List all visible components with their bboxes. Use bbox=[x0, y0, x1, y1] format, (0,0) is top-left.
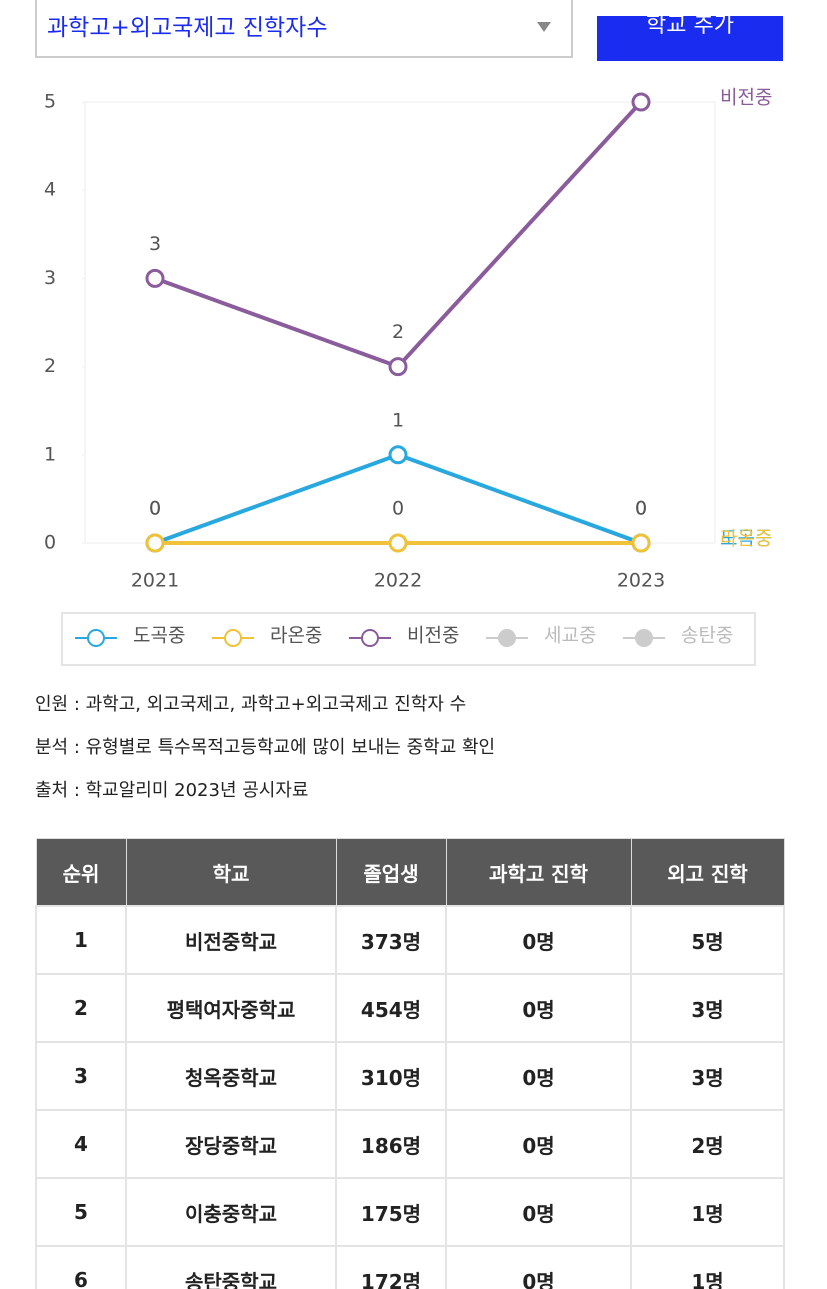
table-cell: 0명 bbox=[445, 1177, 632, 1247]
table-row: 2 평택여자중학교 454명 0명 3명 bbox=[35, 973, 785, 1043]
y-tick-label: 2 bbox=[44, 355, 56, 377]
table-cell: 3명 bbox=[630, 1041, 785, 1111]
data-point bbox=[631, 92, 651, 112]
table-cell: 0명 bbox=[445, 1041, 632, 1111]
table-cell: 5 bbox=[35, 1177, 127, 1247]
series-end-label: 도곡중 bbox=[720, 528, 772, 550]
legend-item[interactable]: 비전중 bbox=[349, 625, 459, 647]
button-text: 학교 추가 bbox=[646, 16, 734, 38]
legend-marker bbox=[361, 629, 379, 647]
x-tick-label: 2022 bbox=[374, 570, 422, 592]
data-point bbox=[631, 533, 651, 553]
legend-label: 세교중 bbox=[544, 625, 596, 647]
table-cell: 이충중학교 bbox=[125, 1177, 337, 1247]
dropdown[interactable]: 과학고+외고국제고 진학자수 bbox=[35, 0, 573, 58]
table-cell: 0명 bbox=[445, 1245, 632, 1289]
legend-label: 라온중 bbox=[270, 625, 322, 647]
table-row: 6 송탄중학교 172명 0명 1명 bbox=[35, 1245, 785, 1289]
legend-marker bbox=[87, 629, 105, 647]
data-label: 3 bbox=[149, 233, 161, 255]
table-cell: 청옥중학교 bbox=[125, 1041, 337, 1111]
note: 분석 : 유형별로 특수목적고등학교에 많이 보내는 중학교 확인 bbox=[35, 737, 496, 758]
data-point bbox=[388, 445, 408, 465]
header-cell: 순위 bbox=[35, 838, 127, 907]
note: 인원 : 과학고, 외고국제고, 과학고+외고국제고 진학자 수 bbox=[35, 694, 467, 715]
table-cell: 373명 bbox=[335, 905, 447, 975]
x-tick-label: 2021 bbox=[131, 570, 179, 592]
table-cell: 175명 bbox=[335, 1177, 447, 1247]
header-cell: 학교 bbox=[125, 838, 337, 907]
y-tick-label: 1 bbox=[44, 443, 56, 465]
table-cell: 1명 bbox=[630, 1245, 785, 1289]
data-label: 0 bbox=[635, 498, 647, 520]
y-tick-label: 0 bbox=[44, 532, 56, 554]
table-row: 1 비전중학교 373명 0명 5명 bbox=[35, 905, 785, 975]
table-header: 순위 학교 졸업생 과학고 진학 외고 진학 bbox=[35, 838, 785, 907]
table-cell: 172명 bbox=[335, 1245, 447, 1289]
legend-marker bbox=[635, 629, 653, 647]
legend-label: 도곡중 bbox=[133, 625, 185, 647]
data-point bbox=[145, 268, 165, 288]
legend-label: 송탄중 bbox=[681, 625, 733, 647]
table-row: 5 이충중학교 175명 0명 1명 bbox=[35, 1177, 785, 1247]
y-tick-label: 4 bbox=[44, 179, 56, 201]
data-label: 0 bbox=[392, 498, 404, 520]
dropdown-text: 과학고+외고국제고 진학자수 bbox=[47, 15, 328, 41]
data-point bbox=[145, 533, 165, 553]
table-cell: 평택여자중학교 bbox=[125, 973, 337, 1043]
data-label: 2 bbox=[392, 321, 404, 343]
header-cell: 외고 진학 bbox=[630, 838, 785, 907]
add-school-button[interactable]: 학교 추가 bbox=[597, 16, 783, 61]
legend-item[interactable]: 라온중 bbox=[212, 625, 322, 647]
series-end-label: 라온중 bbox=[720, 528, 772, 550]
table-row: 4 장당중학교 186명 0명 2명 bbox=[35, 1109, 785, 1179]
table-cell: 186명 bbox=[335, 1109, 447, 1179]
y-tick-label: 3 bbox=[44, 267, 56, 289]
table-cell: 5명 bbox=[630, 905, 785, 975]
table-cell: 2명 bbox=[630, 1109, 785, 1179]
table: 순위 학교 졸업생 과학고 진학 외고 진학 1 비전중학교 373명 0명 5명 2 평택여자중학… bbox=[35, 838, 785, 1289]
note: 출처 : 학교알리미 2023년 공시자료 bbox=[35, 780, 309, 801]
table-row: 3 청옥중학교 310명 0명 3명 bbox=[35, 1041, 785, 1111]
table-cell: 310명 bbox=[335, 1041, 447, 1111]
data-label: 0 bbox=[635, 498, 647, 520]
header-cell: 졸업생 bbox=[335, 838, 447, 907]
header-cell: 과학고 진학 bbox=[445, 838, 632, 907]
data-point bbox=[388, 357, 408, 377]
dropdown-arrow bbox=[537, 22, 551, 32]
table-cell: 1명 bbox=[630, 1177, 785, 1247]
legend-item[interactable]: 세교중 bbox=[486, 625, 596, 647]
legend-item[interactable]: 송탄중 bbox=[623, 625, 733, 647]
data-point bbox=[388, 533, 408, 553]
legend-label: 비전중 bbox=[407, 625, 459, 647]
x-tick-label: 2023 bbox=[617, 570, 665, 592]
legend-item[interactable]: 도곡중 bbox=[75, 625, 185, 647]
table-cell: 6 bbox=[35, 1245, 127, 1289]
series-end-label: 비전중 bbox=[720, 87, 772, 109]
table-cell: 3명 bbox=[630, 973, 785, 1043]
table-cell: 0명 bbox=[445, 1109, 632, 1179]
data-label: 1 bbox=[392, 409, 404, 431]
table-cell: 0명 bbox=[445, 973, 632, 1043]
table-cell: 3 bbox=[35, 1041, 127, 1111]
table-cell: 454명 bbox=[335, 973, 447, 1043]
table-cell: 4 bbox=[35, 1109, 127, 1179]
legend-marker bbox=[498, 629, 516, 647]
table-cell: 1 bbox=[35, 905, 127, 975]
legend-marker bbox=[224, 629, 242, 647]
data-label: 0 bbox=[149, 498, 161, 520]
y-tick-label: 5 bbox=[44, 91, 56, 113]
table-cell: 2 bbox=[35, 973, 127, 1043]
data-label: 0 bbox=[149, 498, 161, 520]
table-cell: 장당중학교 bbox=[125, 1109, 337, 1179]
table-cell: 0명 bbox=[445, 905, 632, 975]
table-cell: 비전중학교 bbox=[125, 905, 337, 975]
table-cell: 송탄중학교 bbox=[125, 1245, 337, 1289]
